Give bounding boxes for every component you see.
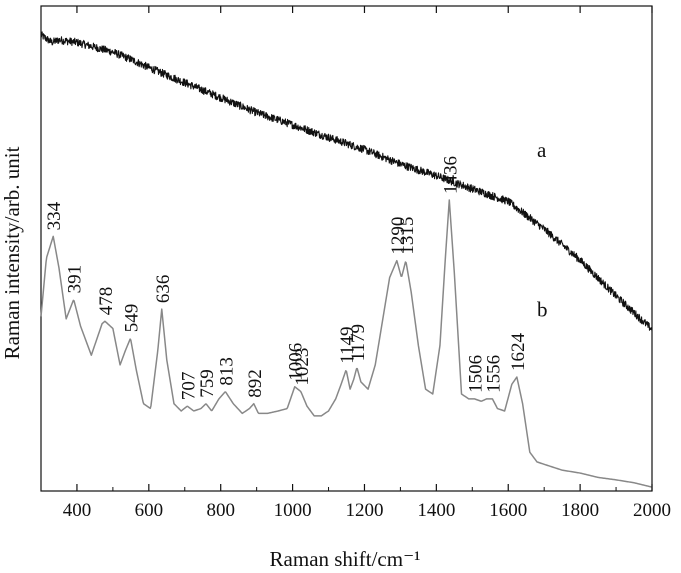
x-axis-label: Raman shift/cm⁻¹ [270, 547, 421, 571]
peak-label-1436: 1436 [440, 156, 461, 194]
peak-label-636: 636 [153, 275, 174, 304]
x-tick-label-800: 800 [206, 500, 235, 521]
x-tick-label-600: 600 [135, 500, 164, 521]
x-tick-label-1200: 1200 [345, 500, 383, 521]
series-line-b [40, 199, 653, 488]
x-tick-label-1600: 1600 [489, 500, 527, 521]
peak-label-707: 707 [178, 372, 199, 401]
peak-label-391: 391 [65, 265, 86, 294]
peak-label-1624: 1624 [508, 333, 529, 372]
peak-label-1023: 1023 [292, 348, 313, 386]
series-lines [40, 31, 653, 488]
peak-label-1179: 1179 [348, 324, 369, 361]
series-line-a [40, 31, 653, 332]
peak-label-1290: 1290 [388, 217, 409, 255]
plot-area [40, 5, 653, 492]
x-tick-label-400: 400 [63, 500, 92, 521]
series-label-b: b [537, 297, 548, 321]
peak-label-549: 549 [122, 304, 143, 333]
x-tick-label-2000: 2000 [633, 500, 671, 521]
peak-label-1506: 1506 [466, 355, 487, 393]
x-tick-label-1400: 1400 [417, 500, 455, 521]
peak-label-1149: 1149 [337, 327, 358, 364]
plot-frame [40, 5, 653, 492]
peak-label-1556: 1556 [483, 355, 504, 393]
y-axis-label: Raman intensity/arb. unit [0, 146, 24, 359]
peak-label-759: 759 [197, 369, 218, 398]
peak-label-478: 478 [96, 287, 117, 316]
peak-label-1006: 1006 [286, 343, 307, 381]
peak-label-813: 813 [216, 357, 237, 386]
series-labels: ab [537, 138, 548, 321]
x-tick-label-1800: 1800 [561, 500, 599, 521]
peak-label-892: 892 [245, 369, 266, 398]
peak-label-334: 334 [44, 201, 65, 230]
peak-label-1315: 1315 [397, 217, 418, 255]
x-axis: 400 600 800 1000 1200 1400 1600 1800 2000 [40, 6, 671, 521]
series-label-a: a [537, 138, 547, 162]
x-tick-label-1000: 1000 [274, 500, 312, 521]
